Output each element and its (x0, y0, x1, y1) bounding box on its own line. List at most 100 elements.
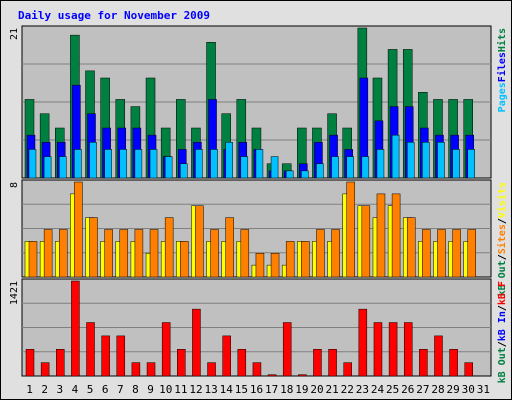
x-tick-label: 25 (386, 383, 399, 396)
sites-bar (74, 181, 83, 278)
kb-bar (343, 362, 352, 377)
sites-bar (467, 229, 476, 278)
x-tick-label: 9 (147, 383, 154, 396)
sites-bar (104, 229, 113, 278)
legend-item: Files (496, 52, 508, 82)
kb-bar (71, 280, 80, 377)
sites-bar (331, 229, 340, 278)
x-tick-label: 19 (295, 383, 308, 396)
x-tick-label: 4 (72, 383, 79, 396)
pages-bar (43, 156, 52, 179)
x-tick-label: 3 (57, 383, 64, 396)
kb-bar (449, 349, 458, 377)
kb-bar (434, 335, 443, 377)
sites-bar (180, 241, 189, 278)
kb-bar (131, 362, 141, 377)
pages-bar (270, 156, 279, 179)
x-tick-label: 1 (26, 383, 33, 396)
pages-bar (119, 149, 128, 179)
x-tick-label: 17 (265, 383, 278, 396)
x-tick-label: 2 (41, 383, 48, 396)
sites-bar (422, 229, 431, 278)
pages-bar (391, 134, 400, 179)
pages-bar (195, 149, 203, 179)
pages-bar (285, 170, 294, 179)
pages-bar (74, 149, 82, 179)
legend-item: kB In (497, 311, 508, 341)
pages-bar (149, 149, 158, 179)
kb-bar (86, 322, 95, 377)
x-tick-label: 29 (447, 383, 460, 396)
sites-bar (285, 241, 295, 278)
x-tick-label: 15 (235, 383, 248, 396)
kb-bar (313, 349, 322, 377)
sites-bar (270, 253, 280, 278)
kb-bar (328, 349, 337, 377)
x-tick-label: 30 (462, 383, 475, 396)
sites-bar (301, 241, 310, 278)
pages-bar (452, 149, 460, 179)
pages-bar (301, 170, 309, 179)
sites-bar (406, 217, 416, 278)
pages-bar (28, 149, 37, 179)
sites-bar (43, 229, 53, 278)
kb-bar (373, 322, 383, 377)
sites-bar (376, 193, 386, 278)
x-tick-label: 8 (132, 383, 139, 396)
y-axis-max-label: 1421 (9, 281, 20, 305)
pages-bar (225, 142, 233, 179)
kb-bar (298, 374, 307, 377)
pages-bar (376, 149, 385, 179)
x-tick-label: 14 (220, 383, 234, 396)
sites-bar (164, 217, 174, 278)
legend-item: kB F (497, 281, 508, 305)
chart-title: Daily usage for November 2009 (18, 9, 211, 22)
kb-bar (192, 308, 201, 377)
pages-bar (437, 142, 445, 179)
kb-bar (101, 335, 110, 377)
x-tick-label: 16 (250, 383, 263, 396)
sites-bar (316, 229, 325, 278)
kb-bar (40, 362, 50, 377)
x-tick-label: 5 (87, 383, 94, 396)
pages-bar (59, 156, 67, 179)
pages-bar (104, 149, 112, 179)
x-tick-label: 6 (102, 383, 109, 396)
pages-bar (240, 156, 249, 179)
sites-bar (119, 229, 129, 278)
pages-bar (210, 149, 218, 179)
pages-bar (180, 163, 188, 179)
legend-item: kB Out (497, 347, 508, 383)
legend-panel-3: kB Out/kB In/kB F (497, 281, 508, 383)
sites-bar (240, 229, 250, 278)
x-tick-label: 11 (174, 383, 187, 396)
kb-bar (116, 335, 126, 377)
kb-bar (56, 349, 65, 377)
sites-bar (195, 205, 204, 278)
legend-item: Sites (496, 224, 508, 254)
sites-bar (89, 217, 98, 278)
x-tick-label: 26 (401, 383, 414, 396)
kb-bar (207, 362, 216, 377)
kb-bar (267, 374, 277, 377)
sites-bar (255, 253, 265, 278)
kb-bar (252, 362, 262, 377)
pages-bar (331, 156, 339, 179)
x-tick-label: 10 (159, 383, 172, 396)
kb-bar (464, 362, 473, 377)
pages-bar (406, 142, 415, 179)
y-axis-max-label: 8 (9, 182, 20, 188)
x-tick-label: 7 (117, 383, 124, 396)
kb-bar (25, 349, 35, 377)
kb-bar (161, 322, 171, 377)
sites-bar (210, 229, 219, 278)
x-tick-label: 31 (477, 383, 490, 396)
sites-bar (149, 229, 159, 278)
kb-bar (358, 308, 368, 377)
legend-item: / (497, 305, 508, 311)
y-axis-max-label: 21 (9, 28, 20, 40)
sites-bar (59, 229, 68, 278)
x-tick-label: 23 (356, 383, 369, 396)
sites-bar (134, 229, 144, 278)
